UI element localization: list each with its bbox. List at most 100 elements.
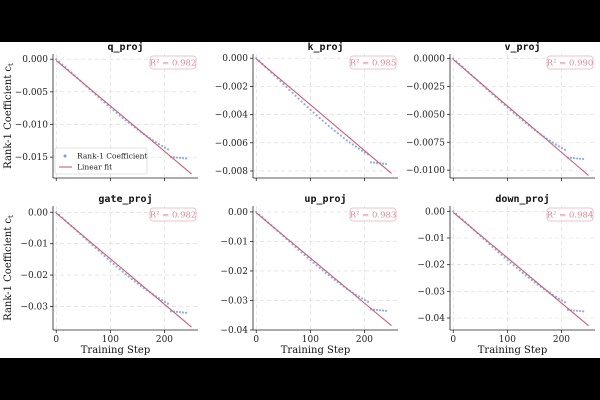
scatter-point <box>578 309 582 313</box>
scatter-point <box>575 309 579 312</box>
scatter-point <box>512 264 515 267</box>
x-tick-label: 0 <box>53 335 59 345</box>
scatter-point <box>560 299 564 302</box>
scatter-point <box>324 271 327 274</box>
scatter-point <box>309 108 312 111</box>
r2-label: R² = 0.984 <box>547 211 594 221</box>
y-tick-label: −0.0075 <box>406 138 445 148</box>
scatter-point <box>291 91 294 94</box>
panel-up_proj: 0.00 −0.01 −0.02 −0.03 −0.04 0 100 200 up_proj R²… <box>220 193 398 345</box>
scatter-point <box>315 264 318 267</box>
x-tick-label: 200 <box>356 335 373 345</box>
r2-label: R² = 0.982 <box>150 211 197 221</box>
scatter-point <box>548 139 551 142</box>
y-axis-label: Rank-1 Coefficient ct <box>3 63 15 169</box>
y-tick-label: −0.002 <box>215 82 248 92</box>
scatter-point <box>551 141 554 144</box>
y-tick-label: −0.03 <box>20 302 48 312</box>
r2-box <box>546 207 594 222</box>
scatter-point <box>581 157 585 161</box>
scatter-point <box>309 259 312 262</box>
scatter-point <box>575 157 579 160</box>
scatter-point <box>381 309 385 312</box>
scatter-point <box>348 141 351 144</box>
scatter-point <box>106 257 109 260</box>
scatter-point <box>300 100 303 103</box>
linear-fit-line <box>55 212 192 328</box>
scatter-point <box>327 124 330 127</box>
scatter-point <box>285 85 288 89</box>
scatter-point <box>163 300 167 303</box>
scatter-point <box>339 134 342 137</box>
r2-box <box>546 55 594 70</box>
x-axis-label: Training Step <box>81 345 150 356</box>
scatter-point <box>563 148 567 151</box>
scatter-point <box>154 141 157 144</box>
x-tick-label: 200 <box>156 335 173 345</box>
y-tick-label: 0.00 <box>28 208 48 218</box>
y-tick-label: −0.0025 <box>406 82 445 92</box>
panel-title: k_proj <box>307 42 343 53</box>
legend-scatter-label: Rank-1 Coefficient <box>77 152 148 161</box>
y-tick-label: −0.04 <box>417 314 445 324</box>
y-tick-label: −0.010 <box>15 120 49 130</box>
scatter-point <box>497 251 500 254</box>
scatter-point <box>524 274 527 277</box>
scatter-point <box>109 260 112 263</box>
r2-label: R² = 0.990 <box>547 59 594 69</box>
scatter-point <box>178 311 182 314</box>
scatter-point <box>175 310 179 313</box>
y-tick-label: −0.0100 <box>406 166 445 176</box>
scatter-point <box>375 308 379 312</box>
scatter-point <box>452 210 455 213</box>
scatter-point <box>172 156 176 159</box>
scatter-point <box>330 127 333 130</box>
scatter-point <box>118 268 121 271</box>
legend: Rank-1 Coefficient Linear fit <box>54 147 148 175</box>
y-tick-label: −0.01 <box>417 234 445 244</box>
scatter-point <box>375 161 379 165</box>
scatter-point <box>294 94 297 97</box>
scatter-point <box>103 254 106 258</box>
scatter-point <box>521 271 524 275</box>
scatter-point <box>312 111 315 114</box>
scatter-point <box>581 310 585 313</box>
scatter-point <box>282 83 285 86</box>
scatter-point <box>178 156 182 159</box>
y-tick-label: 0.00 <box>425 207 445 217</box>
scatter-point <box>279 80 282 83</box>
r2-label: R² = 0.983 <box>350 211 397 221</box>
scatter-point <box>506 259 509 262</box>
scatter-point <box>136 282 139 285</box>
panel-v_proj: 0.0000 −0.0025 −0.0050 −0.0075 −0.0100 v_proj… <box>406 42 595 181</box>
scatter-point <box>557 145 561 148</box>
scatter-point <box>357 295 361 298</box>
r2-box <box>349 207 397 222</box>
y-tick-label: −0.04 <box>220 326 248 336</box>
scatter-point <box>363 299 367 302</box>
scatter-point <box>318 116 321 120</box>
y-tick-label: 0.00 <box>228 208 248 218</box>
scatter-point <box>133 280 136 283</box>
scatter-point <box>184 311 188 314</box>
scatter-point <box>354 145 357 148</box>
x-tick-label: 0 <box>253 335 259 345</box>
scatter-point <box>55 58 58 61</box>
y-tick-label: −0.0050 <box>406 110 445 120</box>
y-tick-label: −0.005 <box>15 88 49 98</box>
panel-title: down_proj <box>495 193 549 205</box>
scatter-series <box>55 58 188 160</box>
scatter-point <box>321 269 324 272</box>
scatter-point <box>157 142 161 146</box>
scatter-point <box>181 311 185 314</box>
scatter-point <box>175 156 179 159</box>
scatter-point <box>127 275 130 278</box>
scatter-point <box>360 149 364 152</box>
y-tick-label: −0.006 <box>215 139 249 149</box>
scatter-point <box>572 309 576 312</box>
scatter-point <box>515 266 518 270</box>
scatter-point <box>184 157 188 160</box>
scatter-point <box>306 105 309 109</box>
panel-title: v_proj <box>504 42 540 53</box>
x-tick-label: 100 <box>302 335 319 345</box>
